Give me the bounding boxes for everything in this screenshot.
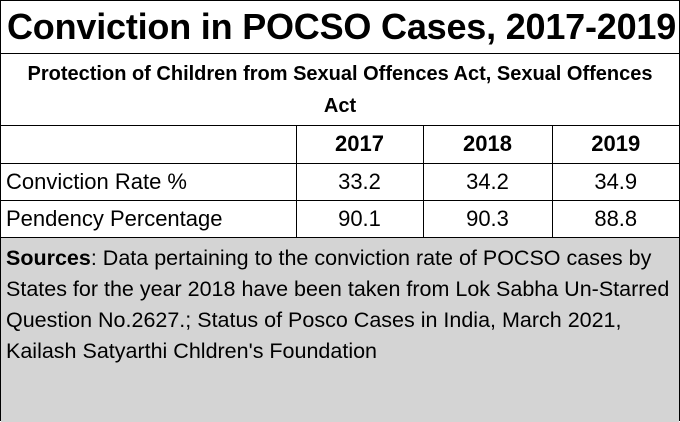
sources-note: Sources: Data pertaining to the convicti… (1, 237, 679, 422)
data-table: 2017 2018 2019 Conviction Rate % 33.2 34… (1, 126, 679, 238)
table-header-row: 2017 2018 2019 (1, 126, 679, 164)
header-cell-blank (1, 126, 297, 164)
cell-value: 88.8 (552, 200, 679, 238)
cell-value: 33.2 (296, 163, 424, 201)
cell-value: 34.2 (423, 163, 553, 201)
table-row: Conviction Rate % 33.2 34.2 34.9 (1, 163, 679, 201)
sources-label: Sources (6, 245, 91, 270)
cell-value: 34.9 (552, 163, 679, 201)
table-subtitle: Protection of Children from Sexual Offen… (1, 54, 679, 126)
header-cell-2018: 2018 (423, 126, 553, 164)
row-label-pendency-percentage: Pendency Percentage (1, 200, 297, 238)
header-cell-2017: 2017 (296, 126, 424, 164)
header-cell-2019: 2019 (552, 126, 679, 164)
sources-text: : Data pertaining to the conviction rate… (6, 245, 670, 363)
table-row: Pendency Percentage 90.1 90.3 88.8 (1, 200, 679, 238)
cell-value: 90.1 (296, 200, 424, 238)
page-title: Conviction in POCSO Cases, 2017-2019 (1, 1, 679, 54)
cell-value: 90.3 (423, 200, 553, 238)
row-label-conviction-rate: Conviction Rate % (1, 163, 297, 201)
